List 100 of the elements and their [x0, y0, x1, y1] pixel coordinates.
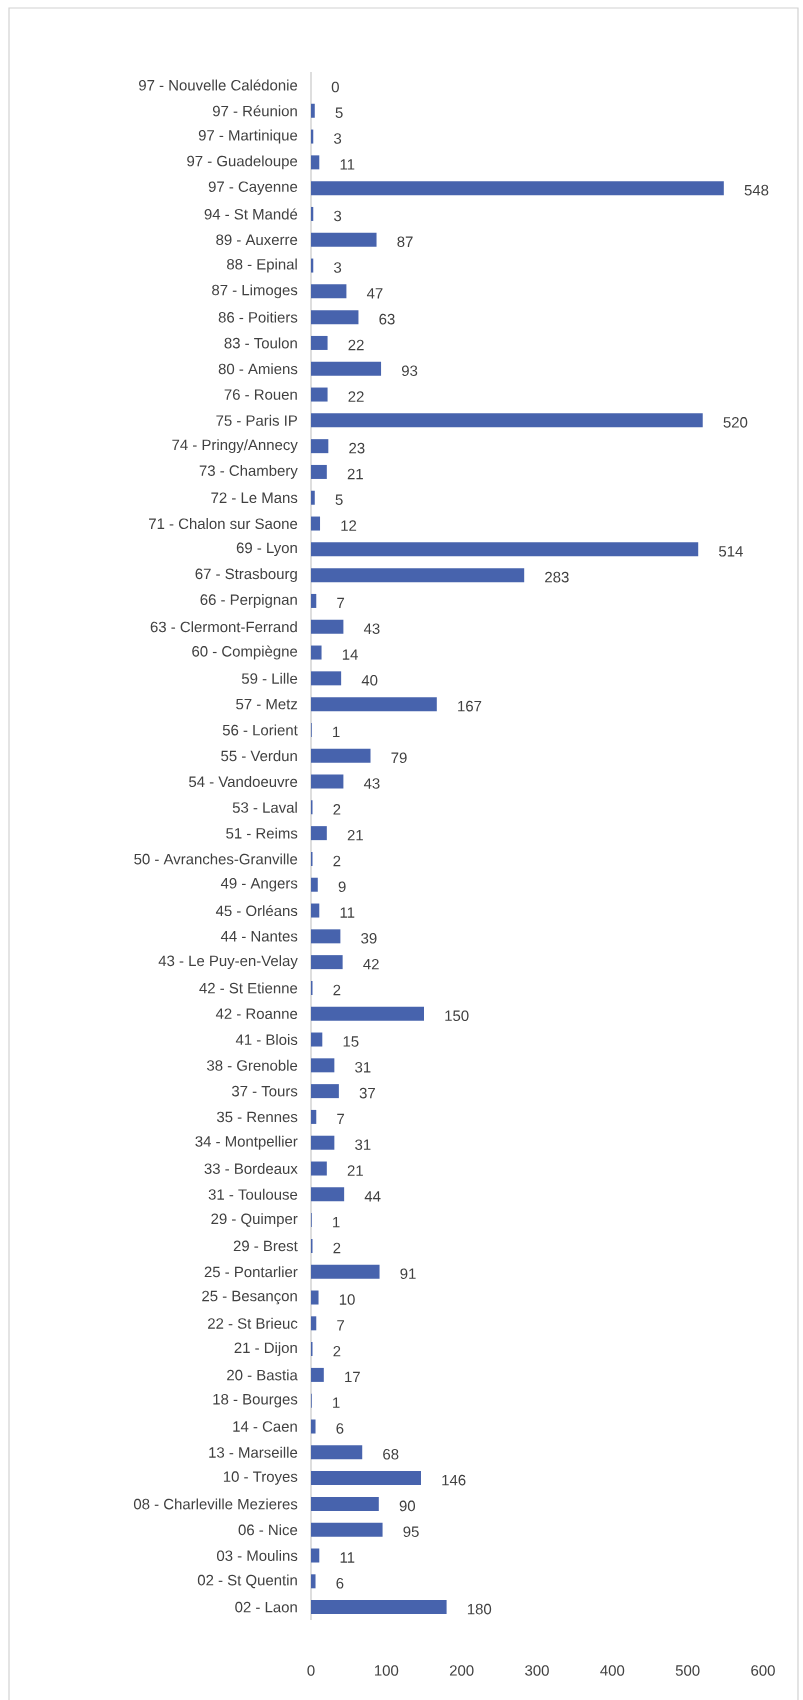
y-tick-label: 38 - Grenoble	[207, 1059, 298, 1071]
bar	[311, 413, 703, 428]
data-label: 11	[340, 1552, 355, 1563]
y-tick-label: 72 - Le Mans	[211, 492, 298, 504]
bar	[311, 1264, 380, 1279]
bar	[311, 774, 344, 789]
y-tick-label: 50 - Avranches-Granville	[134, 853, 298, 865]
y-tick-label: 03 - Moulins	[217, 1550, 298, 1561]
bar	[311, 361, 382, 376]
data-label: 2	[333, 1345, 341, 1357]
bar	[311, 568, 525, 583]
data-label: 514	[719, 546, 743, 557]
bar	[311, 1471, 421, 1486]
y-tick-label: 33 - Bordeaux	[204, 1163, 298, 1174]
bar	[311, 542, 699, 557]
bar	[311, 671, 342, 686]
data-label: 2	[333, 855, 341, 867]
bar	[311, 181, 724, 196]
data-label: 31	[355, 1062, 371, 1073]
bar	[311, 1419, 316, 1434]
bar	[311, 748, 371, 763]
y-tick-label: 97 - Martinique	[198, 129, 298, 144]
data-label: 7	[337, 597, 345, 609]
data-label: 15	[343, 1036, 359, 1047]
bar	[311, 877, 318, 892]
y-tick-label: 69 - Lyon	[236, 542, 297, 557]
y-tick-label: 73 - Chambery	[199, 464, 298, 479]
data-label: 7	[337, 1113, 345, 1125]
bar	[311, 619, 344, 634]
y-tick-label: 35 - Rennes	[216, 1111, 298, 1123]
data-label: 93	[401, 365, 418, 377]
y-tick-label: 14 - Caen	[233, 1421, 297, 1432]
y-tick-label: 94 - St Mandé	[204, 208, 298, 220]
y-tick-label: 97 - Cayenne	[208, 181, 298, 195]
data-label: 22	[348, 391, 364, 402]
y-tick-label: 55 - Verdun	[221, 750, 297, 762]
data-label: 11	[340, 159, 355, 170]
y-tick-label: 51 - Reims	[226, 827, 298, 839]
data-label: 150	[445, 1010, 469, 1022]
y-tick-label: 87 - Limoges	[212, 284, 298, 299]
bar	[311, 310, 359, 325]
bar	[311, 1032, 323, 1047]
bar	[311, 1522, 383, 1537]
x-tick-label: 200	[449, 1665, 474, 1676]
y-tick-label: 02 - St Quentin	[197, 1574, 297, 1589]
y-tick-label: 86 - Poitiers	[218, 311, 298, 323]
y-tick-label: 41 - Blois	[235, 1034, 298, 1046]
data-label: 548	[744, 184, 769, 196]
bar	[311, 464, 327, 479]
x-tick-label: 500	[675, 1665, 700, 1676]
y-tick-label: 29 - Brest	[233, 1240, 298, 1252]
y-tick-label: 10 - Troyes	[223, 1471, 298, 1485]
data-label: 146	[442, 1474, 466, 1486]
bar	[311, 1600, 447, 1615]
data-label: 167	[458, 700, 482, 712]
data-label: 2	[333, 804, 341, 815]
data-label: 68	[383, 1449, 399, 1460]
y-tick-label: 56 - Lorient	[222, 724, 298, 736]
bar	[311, 1290, 319, 1305]
bar	[311, 903, 320, 918]
data-label: 47	[366, 288, 383, 299]
bar	[311, 1084, 339, 1099]
y-tick-label: 20 - Bastia	[227, 1369, 298, 1381]
data-label: 21	[347, 468, 363, 480]
data-label: 1	[333, 726, 340, 738]
y-tick-label: 06 - Nice	[238, 1524, 298, 1536]
data-label: 91	[400, 1268, 416, 1279]
y-tick-label: 60 - Compiègne	[192, 645, 298, 660]
bar	[311, 826, 327, 841]
x-tick-label: 100	[375, 1665, 399, 1676]
bar	[311, 1135, 335, 1150]
y-tick-label: 57 - Metz	[236, 698, 298, 710]
x-tick-label: 400	[600, 1665, 625, 1676]
y-tick-label: 75 - Paris IP	[216, 414, 298, 426]
bar	[311, 593, 317, 608]
bar	[311, 645, 322, 660]
data-label: 5	[335, 494, 343, 505]
y-tick-label: 34 - Montpellier	[195, 1135, 298, 1150]
x-tick-label: 300	[525, 1665, 549, 1676]
bar	[311, 955, 343, 970]
data-label: 39	[361, 933, 377, 944]
bar	[311, 1006, 424, 1021]
y-tick-label: 08 - Charleville Mezieres	[133, 1498, 298, 1510]
bar	[311, 1058, 335, 1073]
y-tick-label: 42 - Roanne	[215, 1008, 298, 1020]
y-tick-label: 25 - Pontarlier	[204, 1266, 298, 1278]
data-label: 12	[341, 520, 357, 531]
data-label: 5	[335, 107, 343, 118]
y-tick-label: 21 - Dijon	[234, 1342, 297, 1357]
data-label: 3	[334, 210, 342, 222]
data-label: 23	[349, 442, 365, 454]
y-tick-label: 66 - Perpignan	[200, 593, 297, 608]
bar	[311, 1161, 327, 1176]
y-tick-label: 02 - Laon	[235, 1601, 297, 1613]
data-label: 0	[331, 81, 339, 93]
data-label: 6	[336, 1578, 344, 1589]
x-tick-label: 0	[307, 1665, 315, 1676]
bar	[311, 1316, 317, 1331]
data-label: 43	[363, 623, 380, 635]
y-tick-label: 29 - Quimper	[211, 1213, 298, 1228]
